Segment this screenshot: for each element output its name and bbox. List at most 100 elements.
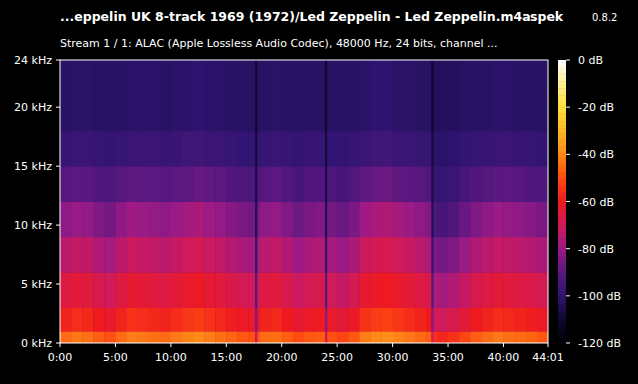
cell <box>215 60 226 131</box>
cell <box>470 60 481 131</box>
cell <box>282 308 293 332</box>
cell <box>160 202 171 238</box>
cell <box>204 131 215 167</box>
cell <box>515 272 526 308</box>
cell <box>348 308 359 332</box>
cell <box>370 272 381 308</box>
cell <box>282 202 293 238</box>
cell <box>215 202 226 238</box>
cell <box>204 272 215 308</box>
cell <box>526 237 537 273</box>
x-tick-label: 40:00 <box>488 351 520 364</box>
cell <box>382 331 393 343</box>
cell <box>160 331 171 343</box>
cell <box>426 202 432 238</box>
cell <box>393 166 404 202</box>
cell <box>115 331 126 343</box>
cell <box>93 60 104 131</box>
cell <box>282 131 293 167</box>
cell <box>304 131 315 167</box>
cell <box>304 331 315 343</box>
cell <box>315 237 325 273</box>
cell <box>82 60 93 131</box>
cell <box>359 237 370 273</box>
cell <box>459 331 470 343</box>
cell <box>293 331 304 343</box>
cell <box>60 131 71 167</box>
cell <box>182 308 193 332</box>
cell <box>448 237 459 273</box>
plot-frame <box>60 60 548 343</box>
x-tick <box>170 343 171 347</box>
cell <box>404 202 415 238</box>
cell <box>382 131 393 167</box>
x-tick-label: 10:00 <box>155 351 187 364</box>
cell <box>127 202 138 238</box>
x-tick-label: 30:00 <box>377 351 409 364</box>
cell <box>327 202 337 238</box>
cell <box>93 166 104 202</box>
cell <box>226 166 237 202</box>
cell <box>293 272 304 308</box>
cell <box>393 131 404 167</box>
cell <box>138 131 149 167</box>
cell <box>237 272 248 308</box>
y-tick <box>56 225 60 226</box>
cell <box>226 308 237 332</box>
x-tick-label: 0:00 <box>48 351 73 364</box>
cell <box>82 131 93 167</box>
cell <box>459 131 470 167</box>
cell <box>434 202 438 238</box>
cell <box>260 166 271 202</box>
cell <box>226 202 237 238</box>
cell <box>160 166 171 202</box>
cell <box>71 331 82 343</box>
cell <box>260 60 271 131</box>
cell <box>481 331 492 343</box>
cell <box>526 166 537 202</box>
cell <box>160 272 171 308</box>
cell <box>437 272 448 308</box>
y-tick <box>56 107 60 108</box>
cell <box>503 202 514 238</box>
cell <box>204 166 215 202</box>
cell <box>393 308 404 332</box>
cell <box>115 237 126 273</box>
cell <box>248 237 255 273</box>
y-tick-label: 0 kHz <box>21 337 52 350</box>
app-version: 0.8.2 <box>592 12 617 23</box>
cell <box>226 272 237 308</box>
cell <box>459 202 470 238</box>
x-tick <box>60 343 61 347</box>
cell <box>437 331 448 343</box>
cell <box>171 331 182 343</box>
cell <box>304 272 315 308</box>
cell <box>60 331 71 343</box>
x-tick <box>548 343 549 347</box>
cell <box>370 331 381 343</box>
cell <box>515 131 526 167</box>
colorbar-label: -100 dB <box>578 290 621 303</box>
x-tick <box>226 343 227 347</box>
cell <box>304 202 315 238</box>
app-name: spek <box>530 9 564 24</box>
cell <box>260 308 271 332</box>
y-tick <box>56 166 60 167</box>
cell <box>71 237 82 273</box>
cell <box>182 272 193 308</box>
cell <box>359 60 370 131</box>
cell <box>359 308 370 332</box>
cell <box>526 331 537 343</box>
cell <box>60 166 71 202</box>
cell <box>315 166 325 202</box>
cell <box>503 237 514 273</box>
cell <box>304 60 315 131</box>
cell <box>404 60 415 131</box>
cell <box>171 202 182 238</box>
cell <box>260 237 271 273</box>
cell <box>382 272 393 308</box>
cell <box>348 60 359 131</box>
cell <box>526 60 537 131</box>
cell <box>337 272 348 308</box>
cell <box>370 202 381 238</box>
